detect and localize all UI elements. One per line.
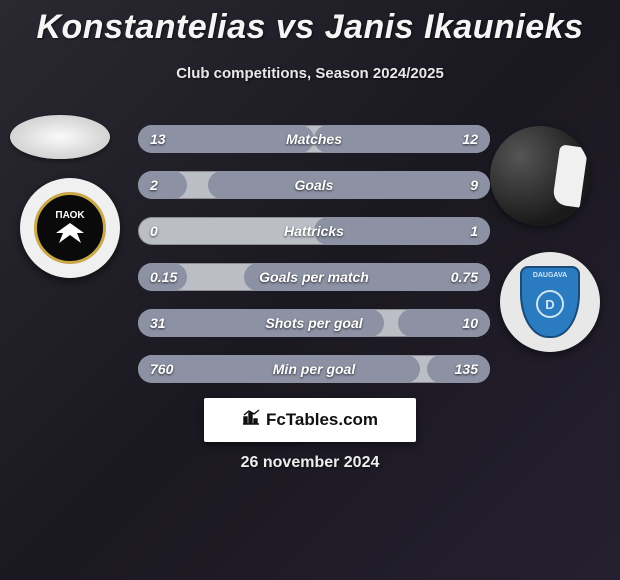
club-left-badge: ΠΑΟΚ bbox=[20, 178, 120, 278]
shield-icon: DAUGAVA bbox=[520, 266, 580, 338]
stat-right-value: 10 bbox=[462, 315, 478, 331]
bar-right bbox=[208, 171, 490, 199]
stats-table: 13 12 Matches 2 9 Goals 0 1 Hattricks 0.15 0.75 Goa… bbox=[138, 125, 490, 401]
club-right-label: DAUGAVA bbox=[533, 272, 567, 279]
subtitle: Club competitions, Season 2024/2025 bbox=[0, 65, 620, 82]
page-title: Konstantelias vs Janis Ikaunieks bbox=[0, 0, 620, 47]
club-left-label: ΠΑΟΚ bbox=[55, 210, 84, 221]
stat-left-value: 31 bbox=[150, 315, 166, 331]
stat-right-value: 135 bbox=[455, 361, 478, 377]
stat-label: Hattricks bbox=[284, 223, 344, 239]
stat-left-value: 2 bbox=[150, 177, 158, 193]
stat-right-value: 0.75 bbox=[451, 269, 478, 285]
stat-right-value: 9 bbox=[470, 177, 478, 193]
stat-label: Goals bbox=[295, 177, 334, 193]
stat-right-value: 12 bbox=[462, 131, 478, 147]
stat-label: Shots per goal bbox=[265, 315, 362, 331]
stat-left-value: 13 bbox=[150, 131, 166, 147]
chart-icon bbox=[242, 409, 260, 431]
stat-right-value: 1 bbox=[470, 223, 478, 239]
player-left-avatar bbox=[10, 115, 110, 159]
date-text: 26 november 2024 bbox=[241, 454, 380, 472]
stat-row: 0.15 0.75 Goals per match bbox=[138, 263, 490, 291]
bar-left bbox=[138, 171, 187, 199]
brand-badge[interactable]: FcTables.com bbox=[204, 398, 416, 442]
stat-row: 760 135 Min per goal bbox=[138, 355, 490, 383]
stat-left-value: 0.15 bbox=[150, 269, 177, 285]
stat-label: Min per goal bbox=[273, 361, 355, 377]
stat-row: 13 12 Matches bbox=[138, 125, 490, 153]
stat-label: Matches bbox=[286, 131, 342, 147]
stat-row: 0 1 Hattricks bbox=[138, 217, 490, 245]
club-right-badge: DAUGAVA bbox=[500, 252, 600, 352]
stat-label: Goals per match bbox=[259, 269, 369, 285]
stat-left-value: 760 bbox=[150, 361, 173, 377]
stat-left-value: 0 bbox=[150, 223, 158, 239]
brand-text: FcTables.com bbox=[266, 410, 378, 430]
eagle-icon bbox=[51, 221, 89, 247]
player-right-avatar bbox=[490, 126, 590, 226]
stat-row: 31 10 Shots per goal bbox=[138, 309, 490, 337]
stat-row: 2 9 Goals bbox=[138, 171, 490, 199]
